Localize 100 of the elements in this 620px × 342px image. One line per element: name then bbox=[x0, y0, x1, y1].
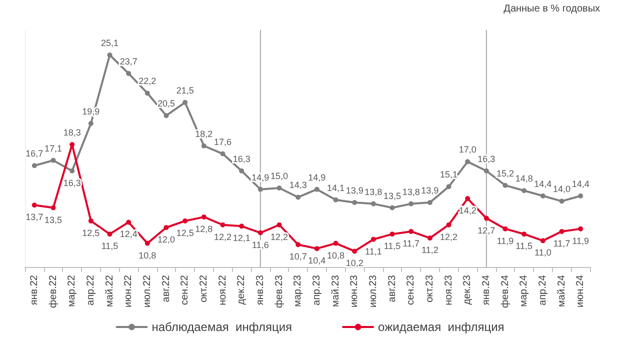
x-tick-label: окт.22 bbox=[198, 274, 210, 302]
data-label: 13,9 bbox=[346, 185, 364, 196]
point bbox=[296, 194, 301, 200]
point bbox=[465, 159, 470, 164]
point bbox=[201, 214, 206, 220]
legend-label: ожидаемая инфляция bbox=[378, 320, 504, 334]
x-tick-label: окт.23 bbox=[424, 274, 436, 302]
data-label: 22,2 bbox=[138, 76, 156, 86]
data-label: 10,2 bbox=[346, 258, 364, 268]
point bbox=[408, 228, 414, 234]
data-label: 14,0 bbox=[552, 184, 571, 194]
data-label: 12,1 bbox=[232, 233, 250, 244]
point bbox=[88, 218, 94, 224]
x-tick-label: мар.24 bbox=[518, 274, 530, 307]
point bbox=[144, 90, 150, 96]
x-tick-label: май.24 bbox=[556, 274, 568, 307]
data-label: 13,5 bbox=[383, 190, 402, 201]
point bbox=[370, 201, 376, 206]
x-tick-label: янв.24 bbox=[480, 274, 492, 306]
point bbox=[107, 52, 112, 58]
x-tick-label: сен.23 bbox=[406, 274, 417, 305]
x-tick-label: ноя.23 bbox=[443, 274, 454, 306]
text: Данные в % годовых bbox=[504, 4, 600, 14]
point bbox=[370, 236, 376, 242]
point bbox=[446, 184, 452, 190]
point bbox=[390, 205, 395, 210]
data-label: 14,9 bbox=[308, 172, 326, 182]
data-label: 14,4 bbox=[534, 178, 552, 189]
x-tick-label: апр.22 bbox=[85, 274, 96, 306]
data-label: 17,6 bbox=[214, 136, 232, 147]
data-label: 12,2 bbox=[440, 232, 458, 242]
data-label: 11,5 bbox=[384, 241, 401, 252]
data-label: 23,7 bbox=[120, 56, 138, 66]
x-tick-label: янв.22 bbox=[28, 274, 40, 306]
data-label: 13,8 bbox=[364, 186, 382, 197]
data-label: 14,4 bbox=[572, 178, 590, 189]
point bbox=[220, 151, 226, 156]
data-label: 10,7 bbox=[289, 252, 307, 262]
point bbox=[50, 205, 56, 210]
point bbox=[258, 186, 263, 192]
data-label: 10,4 bbox=[308, 256, 326, 266]
point bbox=[522, 232, 527, 237]
point bbox=[578, 193, 584, 198]
x-tick-label: июн.24 bbox=[575, 274, 586, 308]
point bbox=[32, 202, 37, 208]
point bbox=[70, 168, 75, 174]
point bbox=[465, 196, 470, 202]
data-label: 16,3 bbox=[63, 178, 81, 188]
point bbox=[540, 238, 546, 244]
point bbox=[32, 163, 37, 168]
data-label: 25,1 bbox=[100, 38, 119, 48]
data-label: 14,3 bbox=[289, 180, 307, 190]
x-tick-label: май.22 bbox=[104, 274, 116, 307]
data-label: 12,2 bbox=[214, 232, 232, 242]
data-label: 11,2 bbox=[421, 245, 438, 256]
data-label: 11,5 bbox=[516, 241, 533, 252]
data-label: 13,9 bbox=[421, 185, 439, 196]
point bbox=[559, 228, 564, 234]
point bbox=[107, 232, 112, 237]
data-label: 18,3 bbox=[63, 128, 81, 138]
data-label: 20,5 bbox=[157, 98, 176, 109]
data-label: 12,5 bbox=[176, 228, 194, 238]
point bbox=[333, 240, 338, 246]
data-label: 12,4 bbox=[120, 229, 138, 240]
data-label: 14,8 bbox=[515, 174, 533, 184]
data-label: 15,1 bbox=[440, 170, 458, 180]
x-tick-label: июл.22 bbox=[142, 274, 153, 308]
x-tick-label: июн.22 bbox=[123, 274, 134, 308]
point bbox=[276, 222, 282, 228]
point bbox=[220, 222, 226, 228]
data-label: 15,2 bbox=[496, 168, 514, 178]
point bbox=[314, 186, 320, 192]
data-label: 14,1 bbox=[326, 182, 345, 193]
point bbox=[126, 220, 132, 225]
legend-label: наблюдаемая инфляция bbox=[152, 320, 292, 334]
point bbox=[276, 186, 282, 190]
data-label: 21,5 bbox=[176, 85, 194, 96]
data-label: 16,7 bbox=[26, 148, 44, 159]
point bbox=[446, 222, 452, 228]
data-label: 15,0 bbox=[270, 171, 288, 181]
x-tick-label: авг.23 bbox=[386, 274, 398, 302]
point bbox=[559, 198, 564, 204]
x-tick-label: сен.22 bbox=[180, 274, 191, 305]
point bbox=[296, 242, 301, 248]
point bbox=[427, 236, 432, 241]
x-tick-label: фев.23 bbox=[274, 274, 285, 308]
data-label: 16,3 bbox=[478, 154, 496, 164]
point bbox=[352, 200, 358, 205]
data-label: 13,7 bbox=[26, 212, 44, 222]
point bbox=[239, 168, 244, 174]
point bbox=[239, 224, 244, 229]
point bbox=[88, 120, 94, 126]
x-tick-label: дек.22 bbox=[236, 274, 248, 305]
data-label: 12,7 bbox=[478, 225, 496, 236]
point bbox=[352, 248, 358, 254]
data-label: 11,7 bbox=[402, 238, 420, 248]
point bbox=[408, 201, 414, 206]
x-tick-label: май.23 bbox=[330, 274, 342, 307]
x-tick-label: апр.23 bbox=[311, 274, 322, 306]
data-label: 11,9 bbox=[572, 236, 590, 246]
